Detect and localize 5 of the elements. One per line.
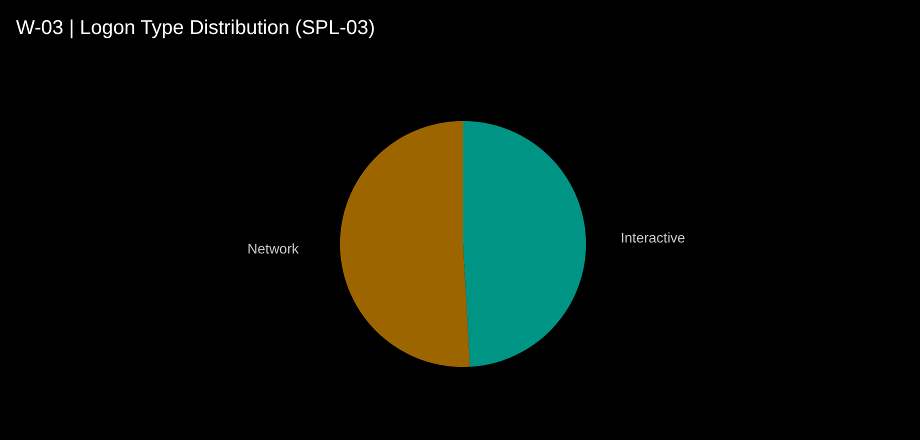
slice-label: Network <box>247 240 300 256</box>
slice-label: Interactive <box>620 230 686 246</box>
pie-slice <box>340 121 470 367</box>
chart-title: W-03 | Logon Type Distribution (SPL-03) <box>16 17 376 39</box>
pie-slice <box>463 121 586 367</box>
